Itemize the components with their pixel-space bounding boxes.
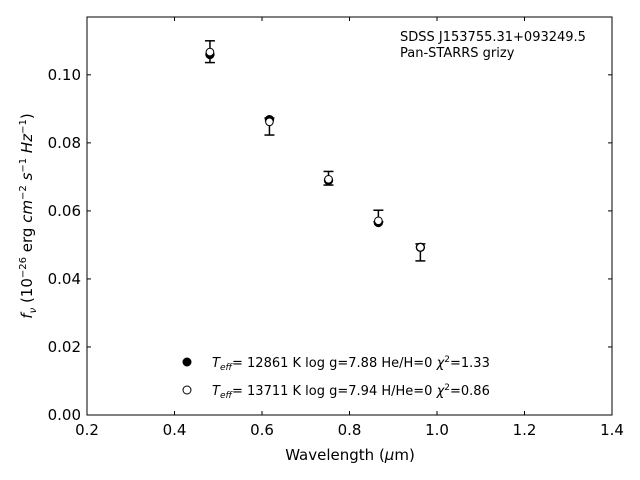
annotation-photometry: Pan-STARRS grizy — [400, 46, 515, 61]
x-axis-label: Wavelength (μm) — [285, 446, 415, 464]
x-tick-label: 0.4 — [163, 421, 187, 439]
legend-label: Teff= 13711 K log g=7.94 H/He=0 χ2=0.86 — [212, 383, 490, 401]
legend-marker-open — [182, 385, 192, 395]
legend: Teff= 12861 K log g=7.88 He/H=0 χ2=1.33 T… — [182, 355, 490, 401]
model-point-open — [416, 242, 425, 252]
x-tick-label: 0.8 — [338, 421, 362, 439]
y-tick-label: 0.04 — [48, 270, 81, 288]
y-tick-label: 0.00 — [48, 406, 81, 424]
y-tick-label: 0.10 — [48, 66, 81, 84]
annotation-object-name: SDSS J153755.31+093249.5 — [400, 30, 586, 45]
y-tick-label: 0.08 — [48, 134, 81, 152]
legend-label: Teff= 12861 K log g=7.88 He/H=0 χ2=1.33 — [212, 355, 490, 373]
x-tick-label: 0.2 — [75, 421, 99, 439]
x-tick-label: 0.6 — [250, 421, 274, 439]
x-tick-label: 1.0 — [425, 421, 449, 439]
model-point-open — [374, 216, 383, 226]
legend-marker-filled — [182, 357, 192, 367]
y-tick-label: 0.06 — [48, 202, 81, 220]
plot-frame — [86, 16, 613, 416]
model-point-open — [265, 117, 274, 127]
y-tick-label: 0.02 — [48, 338, 81, 356]
y-axis-label: fν (10−26 erg cm−2 s−1 Hz−1) — [18, 113, 39, 318]
model-point-open — [205, 47, 215, 57]
x-tick-label: 1.2 — [513, 421, 537, 439]
model-point-open — [324, 174, 333, 184]
x-tick-label: 1.4 — [600, 421, 624, 439]
